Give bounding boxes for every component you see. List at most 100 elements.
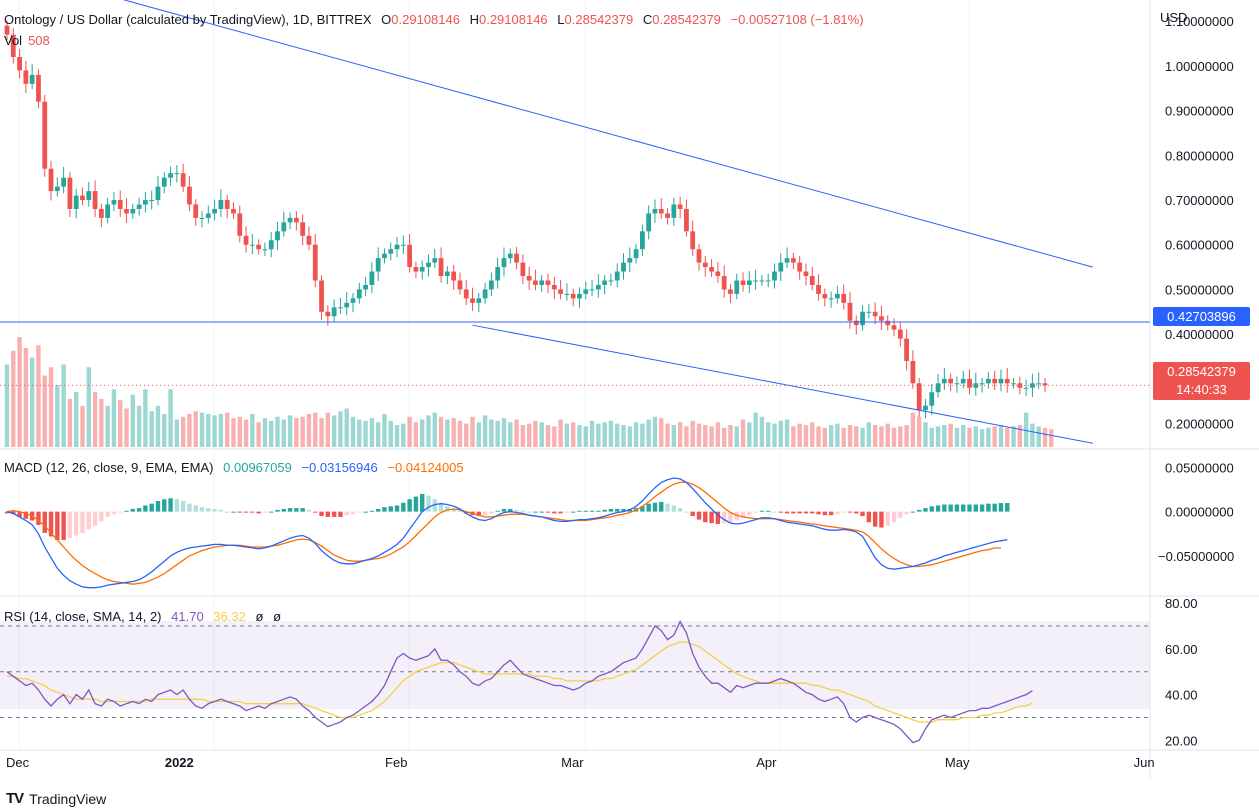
volume-bar [67, 398, 73, 447]
volume-bar [570, 422, 576, 447]
volume-bar [709, 426, 714, 447]
rsi-extra-2: ø [273, 609, 282, 624]
macd-tick-label: −0.05000000 [1158, 549, 1234, 564]
candle-body [73, 195, 79, 209]
macd-histogram-bar [684, 511, 689, 513]
candle-body [715, 271, 721, 277]
price-tick-label: 0.80000000 [1165, 148, 1234, 163]
volume-bar [696, 423, 702, 447]
macd-histogram-bar [124, 510, 129, 512]
price-tick-label: 0.60000000 [1165, 238, 1234, 253]
macd-histogram-bar [973, 504, 979, 512]
candle-body [218, 200, 224, 209]
candle-body [853, 320, 859, 326]
macd-histogram-bar [602, 509, 607, 512]
candle-body [124, 208, 129, 214]
candle-body [438, 258, 444, 277]
price-legend: Ontology / US Dollar (calculated by Trad… [4, 12, 870, 27]
volume-bar [665, 423, 670, 447]
candle-body [92, 191, 98, 209]
trendline [122, 0, 1093, 268]
volume-bar [797, 423, 802, 447]
candle-body [879, 316, 884, 321]
candle-body [746, 280, 752, 285]
macd-histogram-bar [533, 511, 538, 513]
candle-body [130, 208, 136, 214]
last-price-value: 0.28542379 [1167, 364, 1236, 379]
candle-body [149, 200, 155, 202]
candle-body [973, 383, 979, 388]
volume-bar [1023, 412, 1029, 447]
macd-histogram-bar [275, 509, 280, 512]
candle-body [728, 289, 733, 294]
price-tick-label: 0.90000000 [1165, 104, 1234, 119]
volume-bar [73, 392, 79, 447]
volume-bar [382, 414, 387, 447]
candle-body [954, 383, 960, 385]
candle-body [350, 298, 356, 303]
macd-histogram-bar [841, 511, 846, 513]
volume-bar [703, 425, 708, 447]
tradingview-footer[interactable]: TV TradingView [6, 790, 106, 807]
trendlines[interactable] [0, 0, 1150, 444]
macd-histogram-bar [250, 511, 255, 513]
candle-body [426, 262, 431, 268]
macd-histogram-bar [986, 503, 991, 512]
volume-bar [816, 426, 821, 447]
candle-body [375, 258, 381, 272]
candle-body [306, 235, 312, 245]
tradingview-brand: TradingView [29, 790, 107, 807]
volume-bar [155, 405, 161, 447]
candle-body [633, 249, 639, 259]
volume-bar [514, 419, 519, 447]
macd-histogram-bar [237, 511, 242, 513]
candle-body [828, 298, 834, 300]
volume-bar [17, 337, 22, 447]
macd-histogram-bar [992, 503, 997, 512]
time-tick-label: Apr [756, 755, 777, 770]
volume-bar [784, 419, 790, 447]
macd-histogram-bar [935, 505, 941, 512]
macd-histogram-bar [885, 511, 890, 526]
macd-histogram-bar [979, 504, 985, 512]
candle-body [199, 217, 205, 219]
macd-histogram-bar [967, 504, 972, 512]
volume-bar [237, 416, 242, 447]
macd-hist-value: 0.00967059 [223, 460, 292, 475]
volume-bar [929, 427, 934, 447]
volume-bar [388, 420, 393, 447]
candle-body [205, 213, 211, 218]
macd-histogram-bar [375, 508, 381, 512]
volume-bar [36, 345, 41, 447]
macd-histogram-bar [369, 510, 375, 512]
macd-histogram-bar [61, 511, 66, 540]
vol-value: 508 [28, 33, 50, 48]
macd-histogram-bar [621, 508, 626, 512]
candle-body [948, 378, 954, 384]
macd-histogram-bar [86, 511, 91, 530]
volume-bar [822, 427, 828, 447]
volume-bar [124, 408, 129, 447]
macd-legend: MACD (12, 26, close, 9, EMA, EMA) 0.0096… [4, 460, 470, 475]
volume-bar [92, 392, 98, 447]
macd-histogram-bar [615, 508, 620, 512]
candle-body [312, 244, 318, 281]
candle-body [54, 186, 60, 192]
volume-bar [407, 416, 412, 447]
macd-histogram-bar [419, 493, 425, 512]
volume-bar [369, 418, 375, 447]
volume-bar [243, 419, 249, 447]
volume-bar [715, 422, 721, 447]
volume-bar [489, 419, 494, 447]
volume-bar [765, 422, 771, 447]
candle-body [734, 280, 740, 294]
macd-histogram-bar [162, 499, 167, 512]
volume-bar [872, 425, 878, 447]
volume-bar [174, 419, 180, 447]
macd-histogram-bar [300, 508, 305, 512]
macd-histogram-bar [608, 508, 614, 512]
volume-bar [577, 425, 582, 447]
volume-bar [1011, 426, 1016, 447]
time-tick-label: Dec [6, 755, 30, 770]
